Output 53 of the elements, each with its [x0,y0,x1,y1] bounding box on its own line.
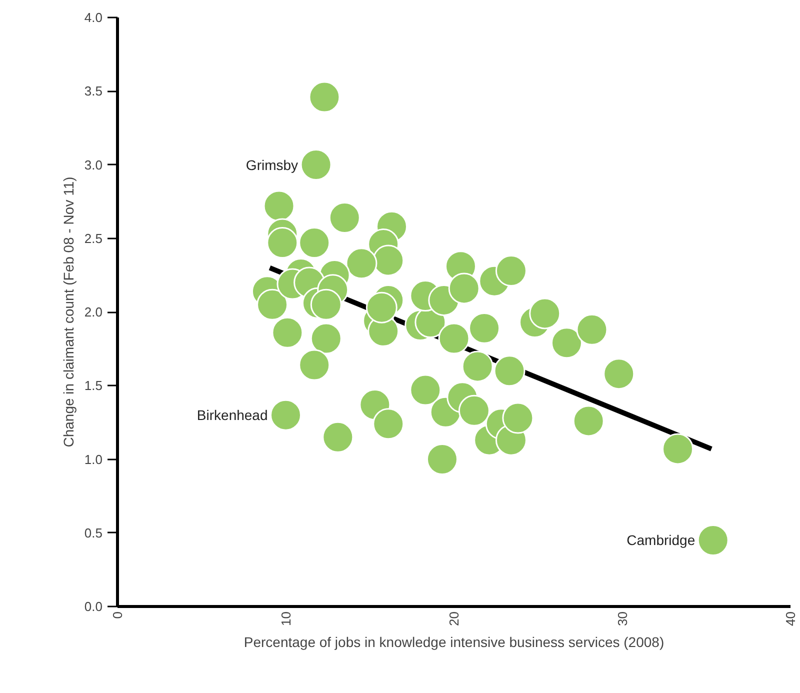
point [272,316,304,348]
point [576,314,608,346]
y-tick-label: 0.5 [84,525,103,540]
point [462,350,494,382]
x-tick-label: 40 [783,611,798,626]
y-tick-label: 2.5 [84,230,103,246]
point [310,288,342,320]
point [603,358,635,390]
y-tick-label: 3.0 [84,157,103,172]
point [494,355,526,387]
point [298,227,330,259]
point [448,272,480,304]
point [256,288,288,320]
y-axis-title: Change in claimant count (Feb 08 - Nov 11) [60,176,76,448]
annotation: Birkenhead [196,407,268,424]
point [328,202,360,234]
point [426,444,458,475]
y-tick-label: 1.0 [84,452,103,467]
point [346,248,378,280]
point [468,312,500,344]
x-tick-label: 30 [614,611,630,626]
point [372,244,404,276]
point [410,374,442,406]
x-tick-label: 0 [110,611,125,619]
x-axis-title: Percentage of jobs in knowledge intensive business services (2008) [244,634,664,650]
point [572,405,604,437]
point [263,190,295,222]
point [438,322,470,354]
point [697,524,729,556]
y-tick-label: 0.0 [84,599,103,614]
y-tick-label: 4.0 [84,10,103,25]
point [366,292,398,324]
point [298,349,330,381]
point [308,81,340,113]
point [270,399,302,431]
y-tick-label: 3.5 [84,84,103,99]
point [310,322,342,354]
y-tick-label: 1.5 [84,378,103,394]
point [550,327,582,359]
annotation: Cambridge [626,532,696,548]
point [266,227,298,259]
point [322,421,354,453]
y-tick-label: 2.0 [84,304,103,320]
annotation: Grimsby [246,156,298,173]
point [458,394,490,426]
point [372,408,404,440]
point [662,433,694,465]
point [300,149,332,180]
x-tick-label: 20 [446,611,462,626]
point [529,298,561,330]
point [495,255,527,286]
point [502,402,534,434]
x-tick-label: 10 [278,611,294,626]
